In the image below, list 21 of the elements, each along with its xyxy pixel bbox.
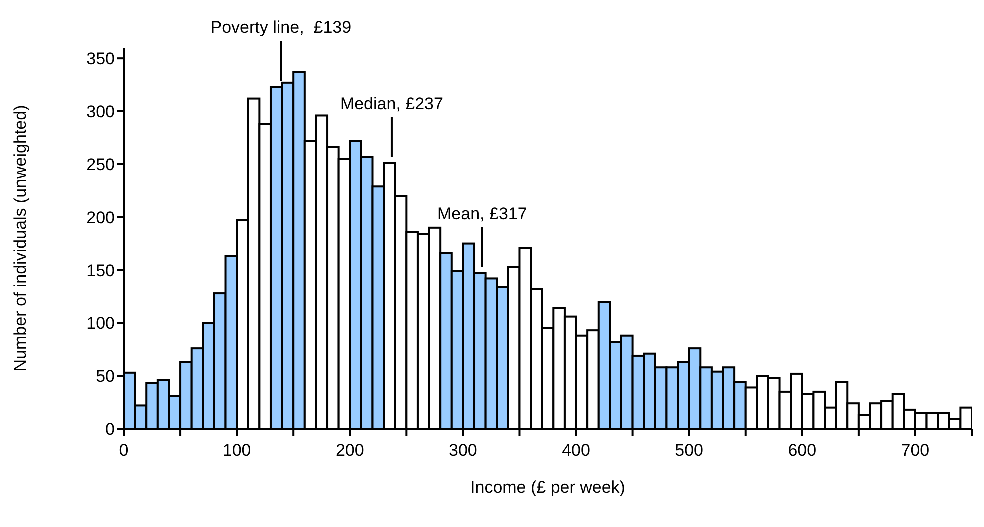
x-tick-label: 0	[119, 441, 129, 460]
y-tick-label: 100	[86, 314, 115, 334]
annotation: Median, £237	[340, 94, 444, 114]
y-tick-label: 350	[86, 50, 115, 69]
y-tick-label: 300	[86, 102, 115, 122]
x-tick-label: 100	[222, 441, 252, 460]
y-tick-label: 250	[86, 155, 115, 174]
x-tick-label: 200	[336, 441, 364, 460]
x-tick-label: 700	[901, 441, 930, 460]
annotation: Poverty line, £139	[210, 18, 352, 38]
x-tick-label: 600	[788, 441, 817, 460]
y-tick-label: 0	[106, 420, 115, 440]
x-tick-label: 300	[449, 441, 478, 460]
x-tick-label: 400	[562, 441, 590, 460]
y-tick-label: 200	[86, 208, 115, 228]
annotation: Mean, £317	[438, 204, 528, 224]
y-tick-label: 150	[86, 261, 115, 280]
x-tick-label: 500	[675, 441, 704, 460]
y-tick-label: 50	[96, 367, 115, 386]
x-axis-title: Income (£ per week)	[470, 478, 626, 497]
y-axis-title: Number of individuals (unweighted)	[11, 105, 30, 372]
